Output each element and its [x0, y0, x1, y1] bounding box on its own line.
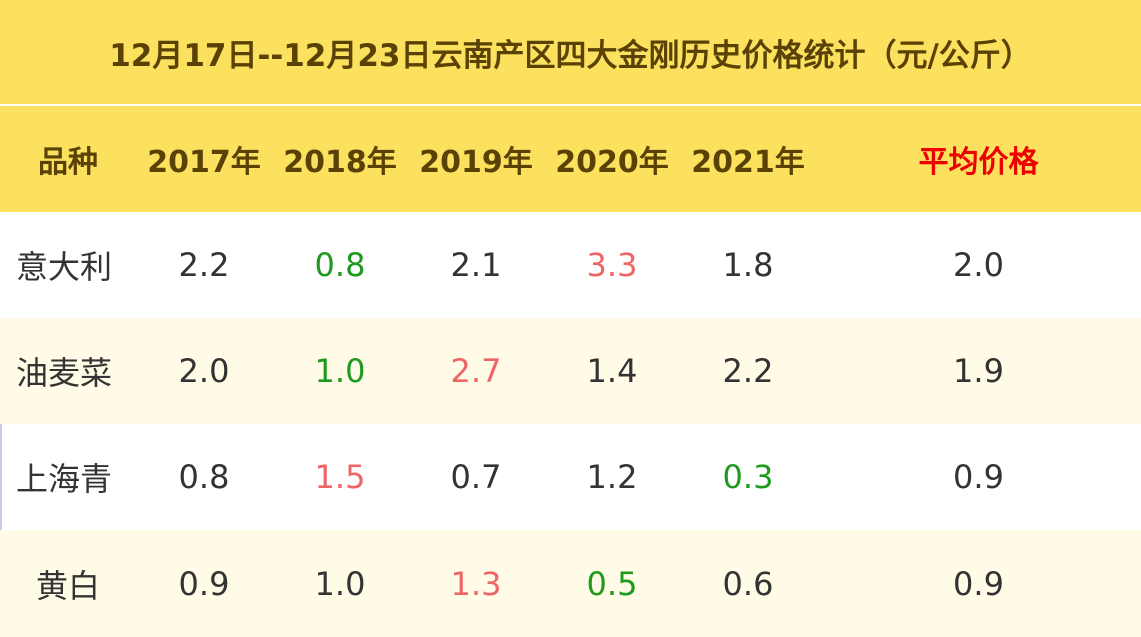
row-value-2017: 2.2	[178, 246, 230, 284]
header-year-2021: 2021年	[691, 145, 805, 180]
row-value-2018: 1.0	[314, 352, 366, 390]
row-value-2018: 1.0	[314, 564, 366, 603]
row-variety-name: 油麦菜	[16, 354, 113, 392]
row-average-value: 0.9	[953, 564, 1004, 603]
table-header-row: 品种 2017年 2018年 2019年 2020年 2021年 平均价格	[0, 106, 1141, 212]
row-variety-name: 黄白	[35, 566, 100, 605]
table-title: 12月17日--12月23日云南产区四大金刚历史价格统计（元/公斤）	[0, 0, 1141, 104]
row-value-2017: 0.8	[178, 458, 230, 496]
row-value-2019: 1.3	[450, 564, 502, 603]
row-variety-name: 上海青	[16, 460, 113, 498]
header-year-2020: 2020年	[555, 145, 669, 180]
row-value-2017: 2.0	[178, 352, 230, 390]
row-value-2021: 0.3	[722, 458, 774, 496]
table-row: 上海青 0.8 1.5 0.7 1.2 0.3 0.9	[0, 424, 1141, 530]
row-value-2018: 1.5	[314, 458, 366, 496]
row-value-2019: 2.1	[450, 246, 502, 284]
row-value-2017: 0.9	[178, 564, 230, 603]
row-variety-name: 意大利	[16, 248, 113, 286]
header-year-2018: 2018年	[283, 145, 397, 180]
header-average-price: 平均价格	[918, 145, 1039, 180]
header-variety: 品种	[38, 145, 98, 180]
row-value-2020: 1.2	[586, 458, 638, 496]
row-average-value: 1.9	[953, 352, 1004, 390]
row-value-2020: 3.3	[586, 246, 638, 284]
row-value-2020: 1.4	[586, 352, 638, 390]
row-value-2021: 0.6	[722, 564, 774, 603]
row-value-2021: 2.2	[722, 352, 774, 390]
row-value-2019: 0.7	[450, 458, 502, 496]
row-value-2018: 0.8	[314, 246, 366, 284]
row-average-value: 2.0	[953, 246, 1004, 284]
row-value-2019: 2.7	[450, 352, 502, 390]
row-value-2021: 1.8	[722, 246, 774, 284]
table-row: 意大利 2.2 0.8 2.1 3.3 1.8 2.0	[0, 212, 1141, 318]
row-average-value: 0.9	[953, 458, 1004, 496]
row-value-2020: 0.5	[586, 564, 638, 603]
row-left-border	[0, 424, 2, 530]
table-row: 黄白 0.9 1.0 1.3 0.5 0.6 0.9	[0, 530, 1141, 637]
header-year-2019: 2019年	[419, 145, 533, 180]
table-row: 油麦菜 2.0 1.0 2.7 1.4 2.2 1.9	[0, 318, 1141, 424]
header-year-2017: 2017年	[147, 145, 261, 180]
